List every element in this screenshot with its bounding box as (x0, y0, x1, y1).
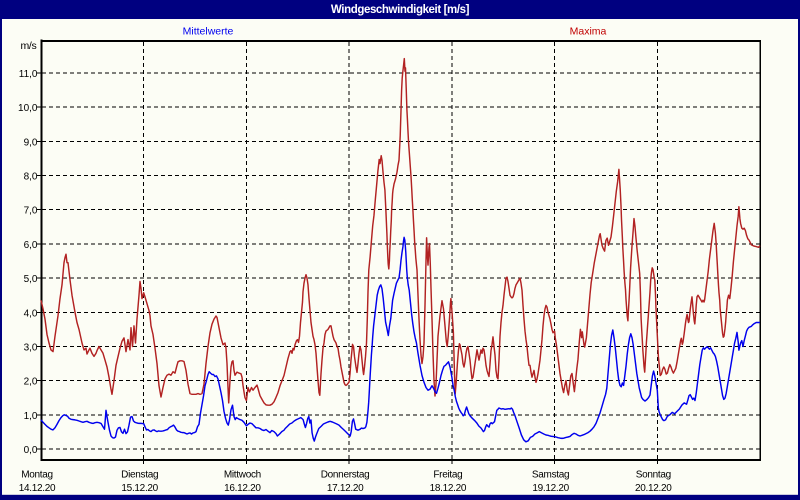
svg-text:Dienstag: Dienstag (121, 470, 158, 481)
svg-text:m/s: m/s (20, 40, 36, 52)
svg-text:Mittelwerte: Mittelwerte (183, 26, 234, 38)
svg-text:2,0: 2,0 (24, 377, 38, 388)
svg-text:Mittwoch: Mittwoch (224, 470, 261, 481)
svg-text:14.12.20: 14.12.20 (19, 483, 56, 494)
svg-text:10,0: 10,0 (18, 103, 38, 114)
svg-text:Windgeschwindigkeit [m/s]: Windgeschwindigkeit [m/s] (331, 4, 470, 16)
svg-text:17.12.20: 17.12.20 (327, 483, 364, 494)
svg-text:4,0: 4,0 (24, 308, 38, 319)
svg-text:Freitag: Freitag (433, 470, 462, 481)
svg-text:15.12.20: 15.12.20 (121, 483, 158, 494)
svg-text:7,0: 7,0 (24, 206, 38, 217)
svg-text:Maxima: Maxima (570, 26, 607, 38)
svg-text:20.12.20: 20.12.20 (635, 483, 672, 494)
svg-text:1,0: 1,0 (24, 411, 38, 422)
svg-text:16.12.20: 16.12.20 (224, 483, 261, 494)
svg-text:0,0: 0,0 (24, 445, 38, 456)
svg-text:18.12.20: 18.12.20 (430, 483, 467, 494)
svg-text:Samstag: Samstag (532, 470, 569, 481)
svg-text:9,0: 9,0 (24, 137, 38, 148)
svg-text:Sonntag: Sonntag (636, 470, 671, 481)
svg-text:3,0: 3,0 (24, 343, 38, 354)
svg-text:5,0: 5,0 (24, 274, 38, 285)
svg-text:6,0: 6,0 (24, 240, 38, 251)
svg-text:19.12.20: 19.12.20 (532, 483, 569, 494)
svg-text:8,0: 8,0 (24, 172, 38, 183)
svg-text:Donnerstag: Donnerstag (321, 470, 370, 481)
svg-text:Montag: Montag (21, 470, 53, 481)
svg-text:11,0: 11,0 (19, 69, 38, 80)
